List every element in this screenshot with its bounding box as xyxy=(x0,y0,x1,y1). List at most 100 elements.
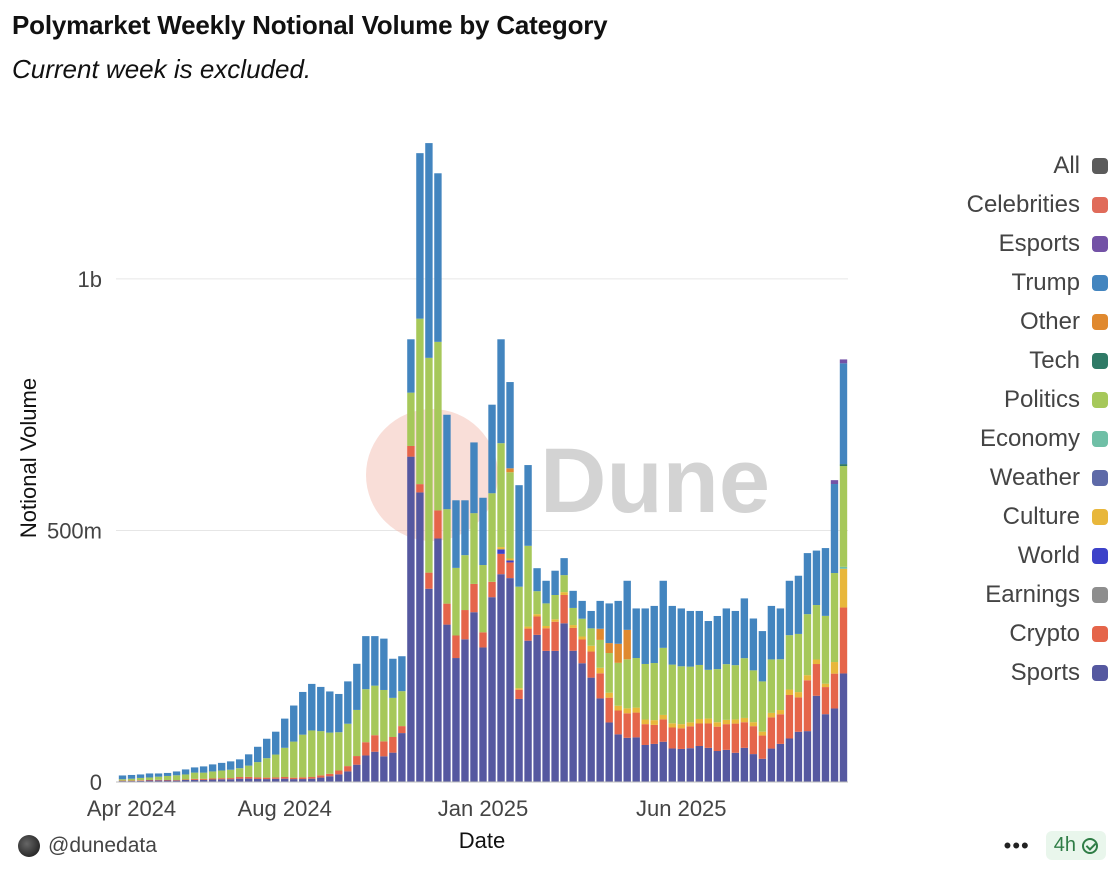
bar-segment-politics[interactable] xyxy=(767,659,776,713)
bar-segment-trump[interactable] xyxy=(704,621,712,670)
bar-segment-culture[interactable] xyxy=(641,719,649,725)
bar-segment-crypto[interactable] xyxy=(398,726,406,734)
bar-segment-politics[interactable] xyxy=(731,665,740,720)
bar-segment-politics[interactable] xyxy=(244,765,253,777)
bar-segment-culture[interactable] xyxy=(704,718,712,724)
bar-segment-sports[interactable] xyxy=(290,779,298,782)
bar-segment-politics[interactable] xyxy=(199,772,208,779)
bar-segment-trump[interactable] xyxy=(362,636,370,690)
bar-segment-crypto[interactable] xyxy=(569,627,577,651)
bar-segment-sports[interactable] xyxy=(335,774,343,782)
bar-segment-crypto[interactable] xyxy=(208,778,217,780)
bar-segment-trump[interactable] xyxy=(533,568,541,592)
bar-segment-politics[interactable] xyxy=(722,664,731,720)
bar-segment-trump[interactable] xyxy=(713,615,722,670)
bar-segment-trump[interactable] xyxy=(641,608,649,664)
bar-segment-trump[interactable] xyxy=(551,570,559,595)
bar-segment-crypto[interactable] xyxy=(181,779,190,780)
bar-segment-crypto[interactable] xyxy=(118,780,127,782)
bar-segment-trump[interactable] xyxy=(226,761,235,770)
bar-segment-crypto[interactable] xyxy=(145,779,154,781)
bar-segment-crypto[interactable] xyxy=(136,780,145,781)
bar-segment-crypto[interactable] xyxy=(497,553,505,575)
bar-segment-sports[interactable] xyxy=(749,754,758,782)
bar-segment-culture[interactable] xyxy=(776,710,785,715)
bar-segment-politics[interactable] xyxy=(434,341,442,511)
bar-segment-politics[interactable] xyxy=(587,628,595,646)
bar-segment-crypto[interactable] xyxy=(461,610,469,640)
bar-segment-politics[interactable] xyxy=(217,770,226,779)
refresh-badge[interactable]: 4h xyxy=(1045,831,1106,860)
bar-segment-politics[interactable] xyxy=(713,669,722,723)
bar-segment-culture[interactable] xyxy=(758,731,767,736)
bar-segment-crypto[interactable] xyxy=(713,726,722,752)
bar-segment-politics[interactable] xyxy=(668,664,676,724)
bar-segment-crypto[interactable] xyxy=(127,780,136,782)
bar-segment-crypto[interactable] xyxy=(317,775,325,778)
bar-segment-politics[interactable] xyxy=(605,653,613,693)
bar-segment-sports[interactable] xyxy=(551,650,559,782)
bar-segment-other[interactable] xyxy=(605,643,613,654)
bar-segment-trump[interactable] xyxy=(335,693,343,733)
bar-segment-culture[interactable] xyxy=(533,614,541,617)
bar-segment-crypto[interactable] xyxy=(776,714,785,744)
bar-segment-politics[interactable] xyxy=(226,769,235,779)
more-options-button[interactable]: ••• xyxy=(1003,832,1030,858)
bar-segment-culture[interactable] xyxy=(686,722,694,727)
bar-segment-politics[interactable] xyxy=(181,774,190,780)
bar-segment-trump[interactable] xyxy=(767,605,776,660)
bar-segment-sports[interactable] xyxy=(704,747,712,782)
bar-segment-trump[interactable] xyxy=(452,500,460,568)
bar-segment-crypto[interactable] xyxy=(686,726,694,749)
bar-segment-culture[interactable] xyxy=(839,568,848,608)
bar-segment-sports[interactable] xyxy=(740,747,749,782)
bar-segment-world[interactable] xyxy=(506,560,514,563)
bar-segment-politics[interactable] xyxy=(839,466,848,567)
legend-item-crypto[interactable]: Crypto xyxy=(808,614,1108,653)
bar-segment-politics[interactable] xyxy=(172,775,181,781)
bar-segment-politics[interactable] xyxy=(163,775,172,780)
bar-segment-sports[interactable] xyxy=(389,752,397,782)
bar-segment-crypto[interactable] xyxy=(344,766,352,772)
bar-segment-trump[interactable] xyxy=(425,143,433,358)
bar-segment-politics[interactable] xyxy=(695,664,703,719)
bar-segment-politics[interactable] xyxy=(190,772,199,779)
bar-segment-culture[interactable] xyxy=(731,719,740,724)
bar-segment-politics[interactable] xyxy=(650,663,658,721)
bar-segment-trump[interactable] xyxy=(488,404,496,494)
bar-segment-sports[interactable] xyxy=(767,748,776,782)
bar-segment-politics[interactable] xyxy=(758,681,767,732)
bar-segment-sports[interactable] xyxy=(785,738,794,782)
bar-segment-crypto[interactable] xyxy=(560,594,568,624)
bar-segment-sports[interactable] xyxy=(344,771,352,782)
bar-segment-crypto[interactable] xyxy=(425,572,433,589)
bar-segment-crypto[interactable] xyxy=(199,778,208,780)
bar-segment-politics[interactable] xyxy=(416,318,424,485)
bar-segment-sports[interactable] xyxy=(533,634,541,782)
bar-segment-sports[interactable] xyxy=(731,752,740,782)
bar-segment-trump[interactable] xyxy=(677,608,685,667)
bar-segment-crypto[interactable] xyxy=(551,621,559,651)
bar-segment-sports[interactable] xyxy=(758,758,767,782)
bar-segment-crypto[interactable] xyxy=(371,735,379,752)
bar-segment-trump[interactable] xyxy=(235,759,244,769)
bar-segment-trump[interactable] xyxy=(614,600,622,644)
bar-segment-politics[interactable] xyxy=(569,607,577,626)
bar-segment-politics[interactable] xyxy=(632,658,640,708)
bar-segment-trump[interactable] xyxy=(821,548,830,616)
bar-segment-sports[interactable] xyxy=(163,780,172,782)
bar-segment-culture[interactable] xyxy=(821,683,830,688)
bar-segment-politics[interactable] xyxy=(425,357,433,573)
bar-segment-culture[interactable] xyxy=(794,692,803,698)
bar-segment-politics[interactable] xyxy=(704,669,712,719)
bar-segment-crypto[interactable] xyxy=(263,777,271,780)
bar-segment-sports[interactable] xyxy=(272,778,280,782)
bar-segment-trump[interactable] xyxy=(596,600,604,629)
bar-segment-sports[interactable] xyxy=(794,731,803,782)
bar-segment-politics[interactable] xyxy=(533,591,541,615)
bar-segment-sports[interactable] xyxy=(830,708,839,782)
bar-segment-trump[interactable] xyxy=(497,339,505,444)
bar-segment-culture[interactable] xyxy=(506,558,514,561)
footer-author[interactable]: @dunedata xyxy=(18,834,157,858)
bar-segment-crypto[interactable] xyxy=(596,673,604,699)
